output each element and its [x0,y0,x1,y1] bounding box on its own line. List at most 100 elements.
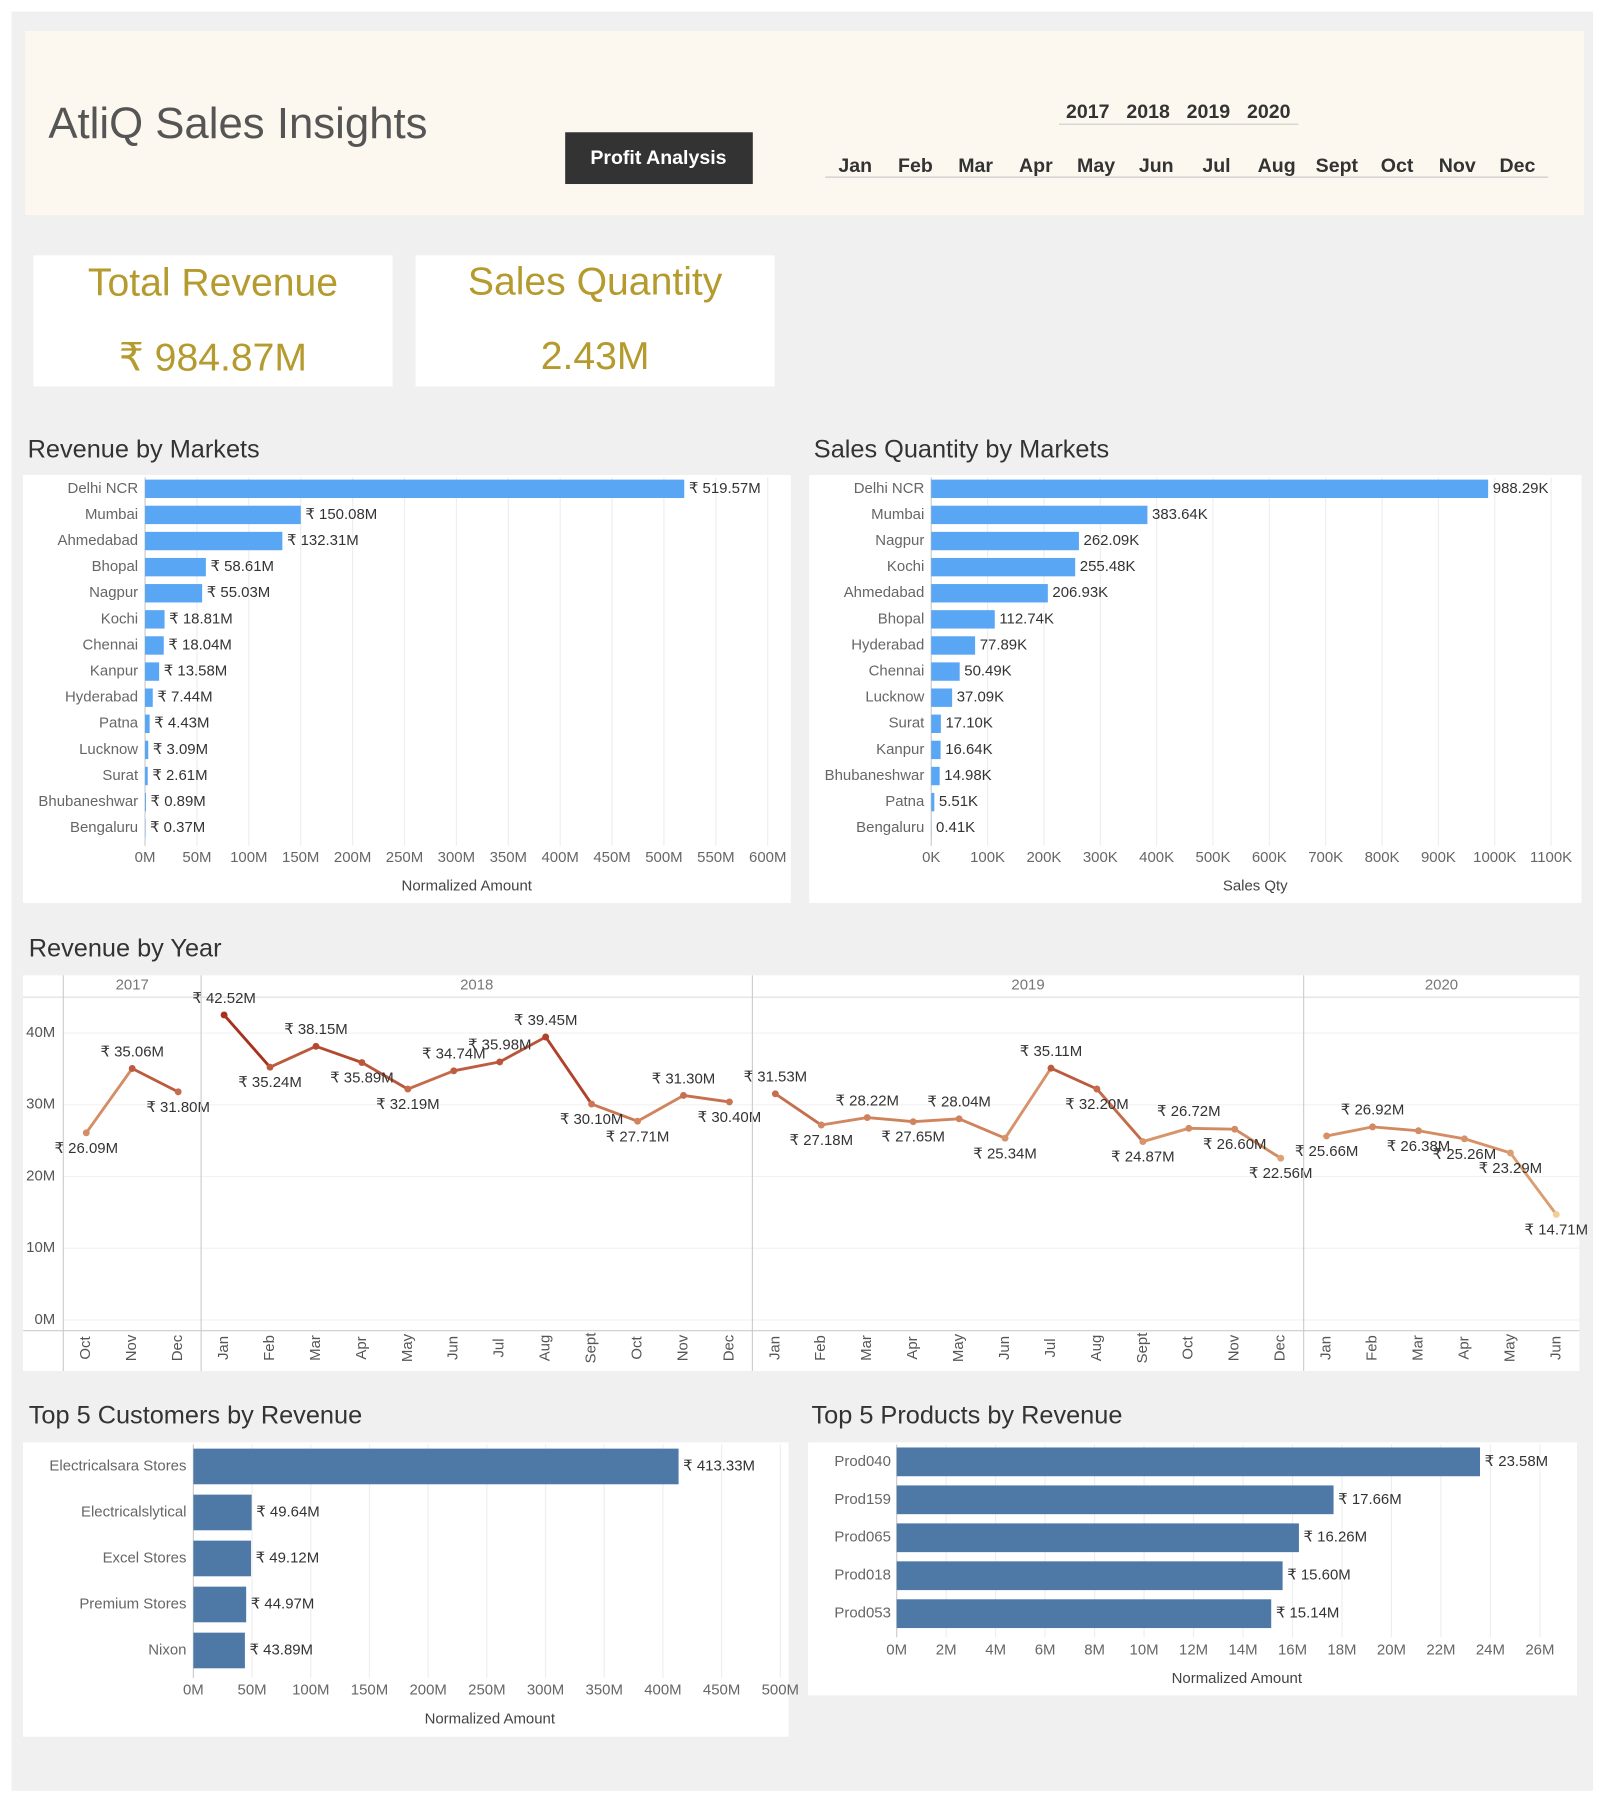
value-label: ₹ 39.45M [514,1012,578,1029]
bar [145,610,165,629]
point [1552,1211,1560,1218]
month-filter[interactable]: Mar [958,155,993,177]
year-filter[interactable]: 2020 [1247,101,1291,123]
month-filter[interactable]: Jul [1202,155,1230,177]
category-label: Chennai [869,663,925,680]
x-tick-label: Nov [1226,1334,1243,1361]
value-label: ₹ 27.18M [790,1132,854,1149]
month-filter[interactable]: Feb [898,155,933,177]
value-label: ₹ 31.30M [652,1070,716,1087]
category-label: Kochi [887,558,924,575]
month-filter[interactable]: Apr [1019,155,1053,177]
value-label: ₹ 26.09M [55,1140,119,1157]
category-label: Hyderabad [65,689,138,706]
line-segment [223,1014,272,1069]
year-filter[interactable]: 2018 [1126,101,1170,123]
bar [896,1485,1334,1515]
x-tick-label: Apr [353,1336,370,1359]
category-label: Kochi [101,610,138,627]
value-label: ₹ 42.52M [192,990,256,1007]
line-segment [1095,1088,1144,1143]
value-label: ₹ 519.57M [689,480,761,497]
chart-panel [809,475,1582,903]
y-tick-label: 30M [26,1096,55,1113]
month-filter[interactable]: Dec [1500,155,1536,177]
bar [896,1523,1299,1553]
value-label: ₹ 31.53M [744,1069,808,1086]
bar [193,1494,252,1531]
line-segment [1188,1126,1235,1131]
point [1047,1064,1055,1072]
bar [145,714,150,733]
value-label: ₹ 26.60M [1203,1136,1267,1153]
bar [931,688,953,707]
bar [931,584,1048,603]
y-tick-label: 0M [34,1311,55,1328]
value-label: ₹ 3.09M [153,741,208,758]
category-label: Prod159 [834,1491,891,1508]
month-filter[interactable]: Oct [1381,155,1414,177]
month-filter[interactable]: Sept [1316,155,1359,177]
bar [193,1540,252,1577]
x-tick-label: 14M [1228,1641,1257,1658]
value-label: 5.51K [939,793,978,810]
line-segment [131,1067,179,1094]
x-tick-label: 350M [490,849,527,866]
x-tick-label: 700K [1308,849,1343,866]
value-label: ₹ 22.56M [1249,1165,1313,1182]
profit-analysis-button[interactable] [565,132,753,185]
value-label: ₹ 7.44M [157,689,212,706]
x-tick-label: 600M [749,849,786,866]
month-filter[interactable]: Nov [1439,155,1476,177]
value-label: ₹ 14.71M [1525,1222,1589,1239]
month-filter[interactable]: Jun [1139,155,1174,177]
point [358,1059,366,1066]
chart-panel [23,475,791,903]
category-label: Prod065 [834,1529,891,1546]
x-tick-label: 1100K [1530,849,1572,866]
value-label: ₹ 35.89M [330,1070,394,1087]
x-tick-label: Dec [720,1334,737,1361]
month-filter[interactable]: Jan [838,155,872,177]
line-segment [1372,1125,1419,1133]
year-filter[interactable]: 2019 [1187,101,1231,123]
category-label: Bhubaneshwar [38,793,138,810]
category-label: Prod053 [834,1605,891,1622]
value-label: ₹ 27.71M [606,1128,670,1145]
bar [145,662,160,681]
x-tick-label: 50M [182,849,211,866]
category-label: Bengaluru [856,819,924,836]
value-label: ₹ 13.58M [164,663,228,680]
point [1139,1138,1147,1146]
value-label: 112.74K [999,610,1054,627]
point [1093,1085,1101,1093]
value-label: ₹ 31.80M [146,1099,210,1116]
line-segment [361,1061,409,1091]
value-label: ₹ 28.04M [927,1094,991,1111]
category-label: Kanpur [90,663,138,680]
x-tick-label: Jan [215,1336,232,1360]
bar [931,479,1489,499]
line-segment [913,1117,960,1124]
x-tick-label: Dec [169,1334,186,1361]
button-label[interactable]: Profit Analysis [590,147,726,169]
x-tick-label: Feb [812,1335,829,1361]
month-filter[interactable]: May [1077,155,1115,177]
x-tick-label: Jan [766,1336,783,1360]
month-filter[interactable]: Aug [1258,155,1296,177]
category-label: Patna [885,793,925,810]
bar [193,1586,247,1623]
value-label: 77.89K [980,636,1027,653]
year-filter[interactable]: 2017 [1066,101,1110,123]
category-label: Premium Stores [79,1595,186,1612]
bar [931,610,995,629]
value-label: ₹ 132.31M [287,532,359,549]
point [1231,1125,1239,1133]
category-label: Lucknow [79,741,138,758]
x-tick-label: 2M [936,1641,957,1658]
line-segment [1326,1125,1373,1138]
category-label: Delhi NCR [854,480,925,497]
point [771,1090,779,1098]
